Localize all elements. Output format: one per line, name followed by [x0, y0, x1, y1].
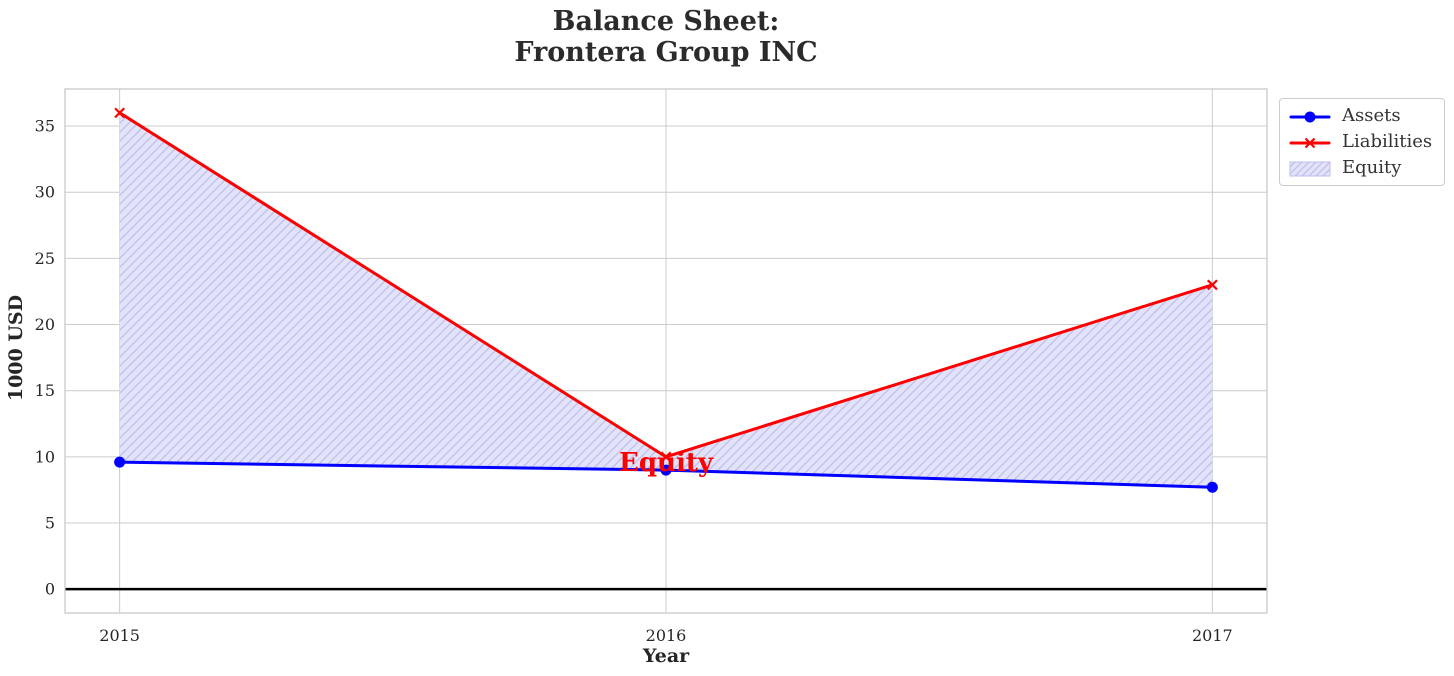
legend-label-assets: Assets: [1342, 105, 1401, 126]
y-tick-label: 10: [35, 447, 55, 466]
liabilities-x-marker: [660, 451, 672, 463]
assets-circle-marker: [1206, 481, 1218, 493]
liabilities-x-marker: [114, 107, 126, 119]
chart-title: Balance Sheet: Frontera Group INC: [514, 6, 818, 68]
liabilities-line-x-icon: [1289, 137, 1331, 149]
equity-annotation: Equity: [619, 448, 713, 479]
equity-fill-area: [119, 112, 1213, 488]
assets-line-circle-icon: [1289, 111, 1331, 123]
y-tick-label: 25: [35, 249, 55, 268]
y-tick-label: 35: [35, 117, 55, 136]
assets-circle-marker: [660, 464, 672, 476]
y-tick-label: 20: [35, 315, 55, 334]
plot-border: [64, 88, 1268, 614]
legend-label-liabilities: Liabilities: [1342, 131, 1433, 152]
liabilities-x-marker: [1206, 279, 1218, 291]
legend: Assets Liabilities Equity: [1279, 98, 1445, 186]
y-tick-label: 15: [35, 381, 55, 400]
y-tick-label: 30: [35, 183, 55, 202]
legend-label-equity: Equity: [1342, 157, 1402, 178]
legend-item-assets: Assets: [1289, 104, 1444, 130]
x-tick-label: 2015: [99, 626, 140, 645]
assets-circle-marker: [114, 456, 126, 468]
y-tick-label: 0: [45, 580, 55, 599]
x-axis-label: Year: [642, 645, 690, 667]
legend-item-liabilities: Liabilities: [1289, 130, 1444, 156]
x-tick-label: 2016: [646, 626, 687, 645]
equity-hatched-patch-icon: [1289, 161, 1331, 177]
legend-item-equity: Equity: [1289, 156, 1444, 182]
y-tick-label: 5: [45, 514, 55, 533]
x-tick-label: 2017: [1192, 626, 1233, 645]
